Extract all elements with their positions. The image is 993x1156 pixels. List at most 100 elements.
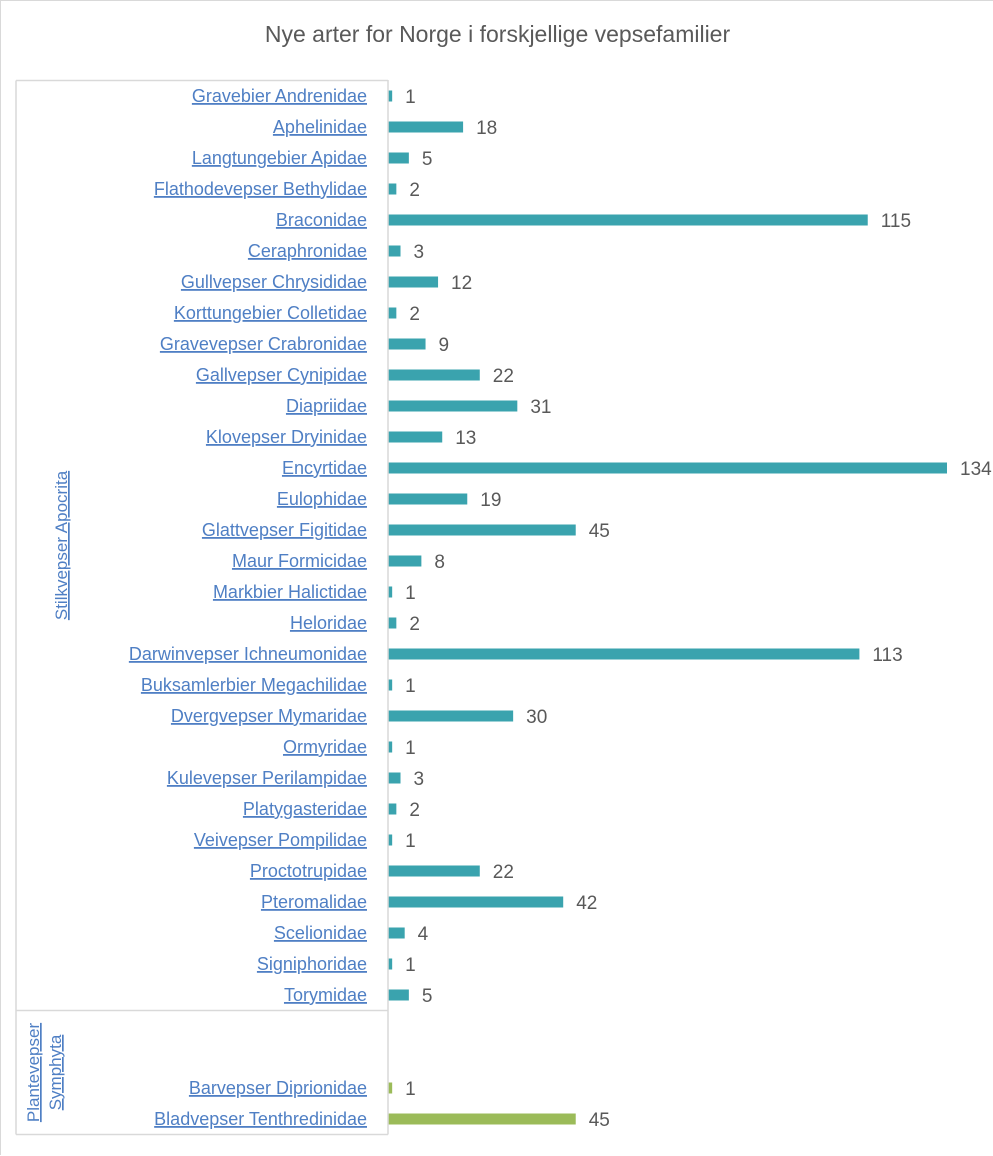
bar (388, 369, 480, 381)
category-label: Maur Formicidae (232, 551, 367, 571)
data-label: 5 (422, 149, 433, 170)
bar (388, 617, 397, 629)
bar (388, 245, 401, 257)
bar (388, 400, 518, 412)
bar (388, 307, 397, 319)
data-label: 22 (493, 862, 514, 883)
category-label: Ormyridae (283, 737, 367, 757)
data-label: 18 (476, 118, 497, 139)
data-label: 13 (455, 428, 476, 449)
category-label: Markbier Halictidae (213, 582, 367, 602)
data-label: 31 (530, 397, 551, 418)
bar (388, 896, 564, 908)
data-label: 22 (493, 366, 514, 387)
category-label: Kulevepser Perilampidae (167, 768, 367, 788)
bar (388, 927, 405, 939)
bar (388, 865, 480, 877)
data-label: 45 (589, 1110, 610, 1131)
data-label: 12 (451, 273, 472, 294)
data-label: 1 (405, 738, 416, 759)
data-label: 2 (409, 180, 420, 201)
data-label: 8 (434, 552, 445, 573)
data-label: 1 (405, 87, 416, 108)
bar (388, 803, 397, 815)
category-label: Diapriidae (286, 396, 367, 416)
data-label: 3 (414, 769, 425, 790)
category-label: Veivepser Pompilidae (194, 830, 367, 850)
category-label: Pteromalidae (261, 892, 367, 912)
bar (388, 648, 860, 660)
category-label: Gravevepser Crabronidae (160, 334, 367, 354)
category-label: Aphelinidae (273, 117, 367, 137)
group-label: Symphyta (46, 1034, 65, 1110)
data-label: 3 (414, 242, 425, 263)
data-label: 1 (405, 676, 416, 697)
data-label: 134 (960, 459, 992, 480)
bar (388, 834, 393, 846)
category-label: Korttungebier Colletidae (174, 303, 367, 323)
category-label: Dvergvepser Mymaridae (171, 706, 367, 726)
data-label: 19 (480, 490, 501, 511)
category-label: Glattvepser Figitidae (202, 520, 367, 540)
category-label: Heloridae (290, 613, 367, 633)
bar (388, 1113, 576, 1125)
bar (388, 1082, 393, 1094)
bar (388, 772, 401, 784)
category-label: Barvepser Diprionidae (189, 1078, 367, 1098)
bar (388, 524, 576, 536)
category-label: Klovepser Dryinidae (206, 427, 367, 447)
category-label: Scelionidae (274, 923, 367, 943)
data-label: 30 (526, 707, 547, 728)
category-label: Darwinvepser Ichneumonidae (129, 644, 367, 664)
bar (388, 214, 868, 226)
category-label: Gravebier Andrenidae (192, 86, 367, 106)
bar (388, 555, 422, 567)
bar (388, 679, 393, 691)
category-label: Ceraphronidae (248, 241, 367, 261)
category-label: Torymidae (284, 985, 367, 1005)
chart-title: Nye arter for Norge i forskjellige vepse… (264, 21, 731, 47)
category-label: Gallvepser Cynipidae (196, 365, 367, 385)
bar (388, 276, 439, 288)
data-label: 45 (589, 521, 610, 542)
bar (388, 710, 514, 722)
category-label: Flathodevepser Bethylidae (154, 179, 367, 199)
data-label: 1 (405, 831, 416, 852)
data-label: 42 (576, 893, 597, 914)
group-label: Plantevepser (24, 1023, 43, 1123)
bar (388, 741, 393, 753)
category-label: Braconidae (276, 210, 367, 230)
data-label: 115 (881, 211, 911, 232)
category-label: Platygasteridae (243, 799, 367, 819)
category-label: Proctotrupidae (250, 861, 367, 881)
data-label: 2 (409, 614, 420, 635)
category-label: Buksamlerbier Megachilidae (141, 675, 367, 695)
data-label: 4 (418, 924, 429, 945)
category-label: Signiphoridae (257, 954, 367, 974)
data-label: 1 (405, 1079, 416, 1100)
group-label: Stilkvepser Apocrita (52, 470, 71, 620)
bar (388, 958, 393, 970)
category-label: Encyrtidae (282, 458, 367, 478)
bar (388, 338, 426, 350)
data-label: 2 (409, 304, 420, 325)
bar (388, 989, 409, 1001)
data-label: 113 (872, 645, 902, 666)
category-label: Langtungebier Apidae (192, 148, 367, 168)
bar (388, 90, 393, 102)
bar (388, 183, 397, 195)
bar (388, 152, 409, 164)
category-label: Eulophidae (277, 489, 367, 509)
bar (388, 462, 947, 474)
bar (388, 586, 393, 598)
data-label: 9 (439, 335, 450, 356)
category-label: Bladvepser Tenthredinidae (154, 1109, 367, 1129)
data-label: 2 (409, 800, 420, 821)
data-label: 1 (405, 955, 416, 976)
data-label: 5 (422, 986, 433, 1007)
category-label: Gullvepser Chrysididae (181, 272, 367, 292)
bar (388, 493, 468, 505)
data-label: 1 (405, 583, 416, 604)
